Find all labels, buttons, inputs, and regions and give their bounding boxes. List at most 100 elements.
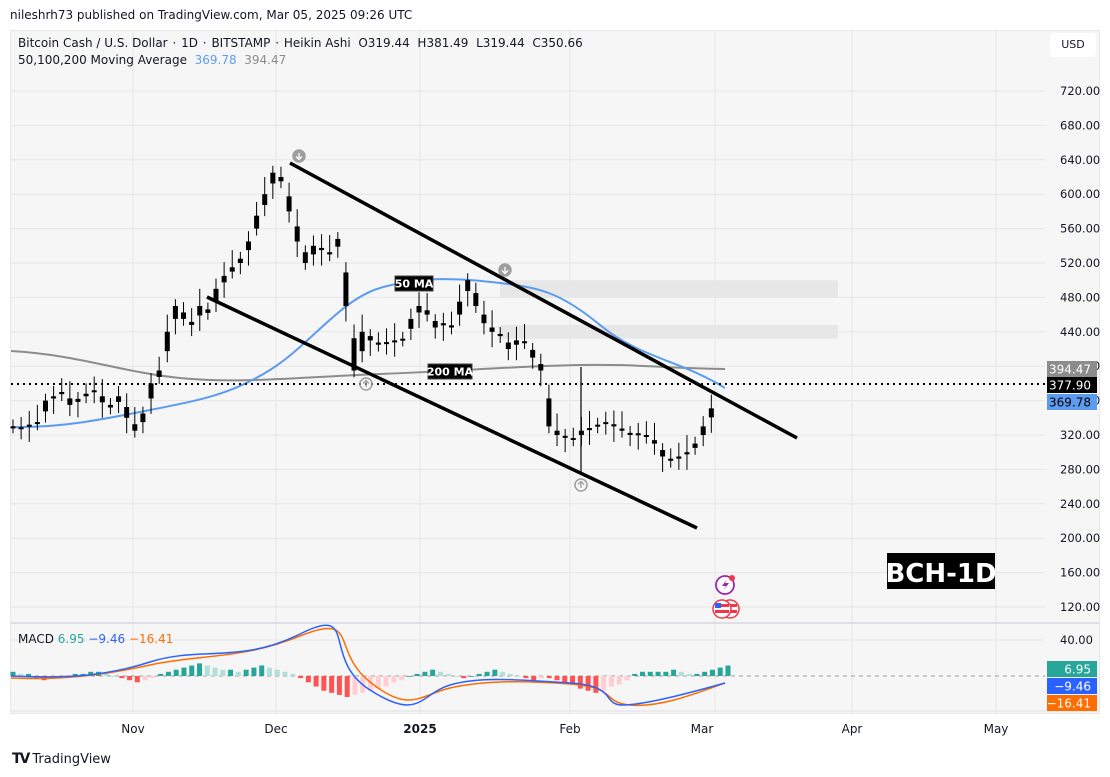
- time-axis-label: 2025: [403, 722, 436, 736]
- macd-histogram-bar: [274, 669, 280, 676]
- pivot-high-marker-icon: [292, 149, 306, 163]
- ohlc-high: H381.49: [417, 36, 469, 50]
- macd-histogram-bar: [663, 671, 669, 676]
- candle-body: [554, 430, 560, 435]
- candle-body: [67, 398, 73, 405]
- footer-brand[interactable]: TV TradingView: [12, 751, 111, 767]
- candle: [392, 323, 398, 357]
- currency-button[interactable]: USD: [1050, 33, 1096, 57]
- ma-row: 50,100,200 Moving Average 369.78 394.47: [18, 52, 583, 69]
- macd-histogram-bar: [298, 676, 304, 679]
- candle-body: [497, 333, 503, 337]
- chart-legend: Bitcoin Cash / U.S. Dollar · 1D · BITSTA…: [18, 35, 583, 69]
- macd-histogram-bar: [228, 669, 234, 676]
- candle-body: [18, 427, 24, 430]
- macd-histogram-bar: [523, 676, 529, 679]
- candle: [375, 332, 381, 352]
- macd-legend: MACD 6.95 −9.46 −16.41: [18, 632, 173, 646]
- candle-body: [181, 312, 187, 319]
- candle: [229, 250, 235, 279]
- candle-body: [83, 393, 89, 397]
- candle: [448, 311, 454, 335]
- macd-histogram-bar: [391, 676, 397, 683]
- price-tick: 720.00: [1060, 84, 1100, 98]
- candle-body: [668, 458, 674, 461]
- candle: [684, 435, 690, 470]
- macd-histogram-bar: [624, 676, 630, 681]
- price-tick: 120.00: [1060, 600, 1100, 614]
- ma200-value: 394.47: [244, 53, 287, 67]
- candle-body: [416, 306, 422, 313]
- macd-histogram-bar: [251, 667, 257, 676]
- candle: [335, 232, 341, 258]
- candle: [668, 448, 674, 468]
- candle-body: [448, 325, 454, 328]
- ma50-price-badge-bg: [1047, 394, 1097, 410]
- candle: [603, 411, 609, 435]
- macd-histogram-bar: [725, 665, 731, 676]
- candle: [465, 273, 471, 307]
- candle-body: [473, 293, 479, 306]
- macd-histogram-bar: [197, 663, 203, 676]
- candle: [554, 413, 560, 447]
- price-tick: 320.00: [1060, 428, 1100, 442]
- macd-line-badge-bg: [1047, 678, 1097, 694]
- macd-histogram-bar: [507, 673, 513, 676]
- candle-body: [262, 194, 268, 205]
- candle: [367, 329, 373, 356]
- macd-histogram-bar: [608, 676, 614, 687]
- macd-histogram-bar: [142, 676, 148, 681]
- price-tick: 200.00: [1060, 531, 1100, 545]
- interval[interactable]: 1D: [181, 36, 198, 50]
- candle-body: [26, 424, 32, 427]
- macd-histogram-bar: [694, 673, 700, 676]
- candle: [489, 310, 495, 348]
- candle: [75, 392, 81, 418]
- candle-body: [384, 342, 390, 345]
- macd-histogram-bar: [26, 673, 32, 676]
- macd-histogram-bar: [702, 671, 708, 676]
- candle: [660, 443, 666, 472]
- candle-body: [611, 424, 617, 427]
- macd-histogram-bar: [585, 676, 591, 691]
- macd-histogram-bar: [150, 676, 156, 679]
- macd-histogram-bar: [546, 676, 552, 679]
- candle-body: [603, 422, 609, 425]
- candle-body: [91, 390, 97, 393]
- last-price-badge: 377.90: [1049, 379, 1091, 393]
- candle: [643, 421, 649, 444]
- watermark-bg: [887, 553, 995, 589]
- candle-body: [254, 215, 260, 229]
- price-tick: 680.00: [1060, 118, 1100, 132]
- candle: [181, 302, 187, 326]
- candle-body: [343, 272, 349, 306]
- macd-histogram-bar: [173, 669, 179, 676]
- event-lightning-icon[interactable]: [715, 575, 735, 595]
- chart-frame[interactable]: [10, 30, 1100, 714]
- macd-histogram-bar: [329, 676, 335, 693]
- candle-body: [538, 364, 544, 371]
- candle: [619, 411, 625, 438]
- pivot-low-marker-icon: [574, 478, 588, 492]
- candle-body: [505, 342, 511, 349]
- macd-histogram-bar: [189, 665, 195, 676]
- price-tick: 480.00: [1060, 290, 1100, 304]
- candle: [692, 436, 698, 455]
- macd-histogram-bar: [266, 667, 272, 676]
- price-tick: 440.00: [1060, 325, 1100, 339]
- candle-body: [643, 435, 649, 437]
- us-flag-event-icon[interactable]: [712, 599, 740, 619]
- ma50-annotation-bg: [394, 275, 434, 292]
- candle-body: [587, 428, 593, 431]
- candle: [205, 302, 211, 320]
- candle-body: [327, 252, 333, 255]
- candle: [83, 383, 89, 404]
- macd-histogram-bar: [422, 671, 428, 676]
- ma-indicator-label[interactable]: 50,100,200 Moving Average: [18, 53, 187, 67]
- macd-histogram-bar: [204, 665, 210, 676]
- symbol-name[interactable]: Bitcoin Cash / U.S. Dollar: [18, 36, 168, 50]
- candle-body: [237, 258, 243, 263]
- price-tick: 600.00: [1060, 187, 1100, 201]
- macd-histogram-bar: [352, 676, 358, 695]
